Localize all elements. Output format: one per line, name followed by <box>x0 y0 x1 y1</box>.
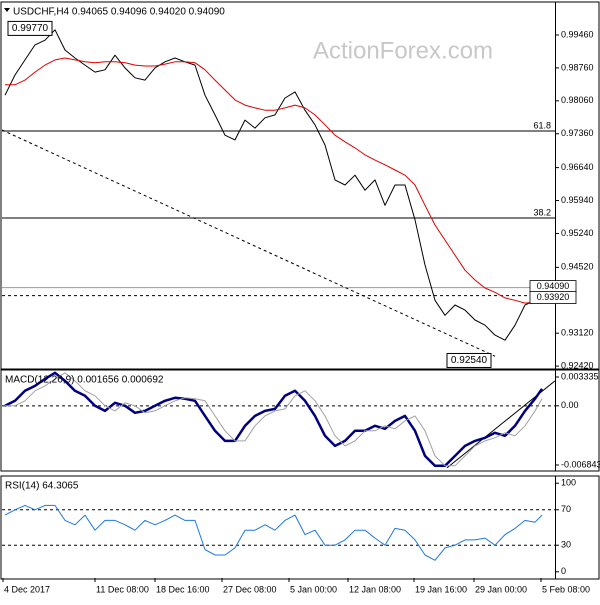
y-tick-label: 0.98760 <box>561 62 594 72</box>
x-tick-label: 18 Dec 16:00 <box>156 584 210 594</box>
y-tick-label: 0.95240 <box>561 228 594 238</box>
panel-frame <box>0 475 600 580</box>
y-tick-label: 100 <box>561 478 576 488</box>
level-label: 61.8 <box>533 120 551 130</box>
y-tick-label: 0.94520 <box>561 262 594 272</box>
series-line <box>4 371 544 468</box>
y-tick-label: 0 <box>561 566 566 576</box>
y-tick-label: 0.93120 <box>561 328 594 338</box>
x-tick-label: 4 Dec 2017 <box>4 584 50 594</box>
y-tick-label: 0.98060 <box>561 95 594 105</box>
watermark: ActionForex.com <box>313 37 493 64</box>
panel-title: USDCHF,H4 0.94065 0.94096 0.94020 0.9409… <box>13 7 225 18</box>
series-line <box>5 372 543 467</box>
panel-frame <box>0 369 600 472</box>
menu-triangle <box>4 8 10 12</box>
plot-area <box>2 371 555 469</box>
y-tick-label: 0.003335 <box>561 371 599 381</box>
y-tick-label: -0.006843 <box>561 459 600 469</box>
series-line <box>4 29 543 341</box>
y-tick-label: 0.92420 <box>561 360 594 370</box>
y-tick-label: 0.97360 <box>561 128 594 138</box>
x-tick-label: 5 Feb 08:00 <box>542 584 590 594</box>
panel-title: MACD(12,26,9) 0.001656 0.000692 <box>5 375 164 386</box>
series-line <box>4 504 543 561</box>
annotation-box <box>446 352 492 368</box>
plot-area <box>2 504 555 561</box>
x-tick-label: 12 Jan 08:00 <box>349 584 401 594</box>
annotation-label: 0.99770 <box>12 23 49 34</box>
level-label: 38.2 <box>533 207 551 217</box>
x-tick-label: 27 Dec 08:00 <box>223 584 277 594</box>
series-line <box>5 57 543 304</box>
price-tag-label: 0.93920 <box>537 292 570 302</box>
y-tick-label: 0.99460 <box>561 29 594 39</box>
price-tag-box <box>529 291 577 304</box>
price-tag-label: 0.94090 <box>537 281 570 291</box>
annotation-label: 0.92540 <box>451 355 488 366</box>
trend-line <box>2 129 496 357</box>
x-tick-label: 11 Dec 08:00 <box>96 584 149 594</box>
plot-area <box>2 29 555 357</box>
panel-title: RSI(14) 64.3065 <box>5 481 79 492</box>
annotation-box <box>7 20 53 36</box>
x-tick-label: 5 Jan 00:00 <box>290 584 337 594</box>
panel-frame <box>0 1 600 370</box>
y-tick-label: 70 <box>561 504 571 514</box>
y-tick-label: 30 <box>561 540 571 550</box>
x-tick-label: 29 Jan 00:00 <box>475 584 527 594</box>
y-tick-label: 0.00 <box>561 400 579 410</box>
y-tick-label: 0.96640 <box>561 162 594 172</box>
x-tick-label: 19 Jan 16:00 <box>415 584 467 594</box>
y-tick-label: 0.95940 <box>561 195 594 205</box>
